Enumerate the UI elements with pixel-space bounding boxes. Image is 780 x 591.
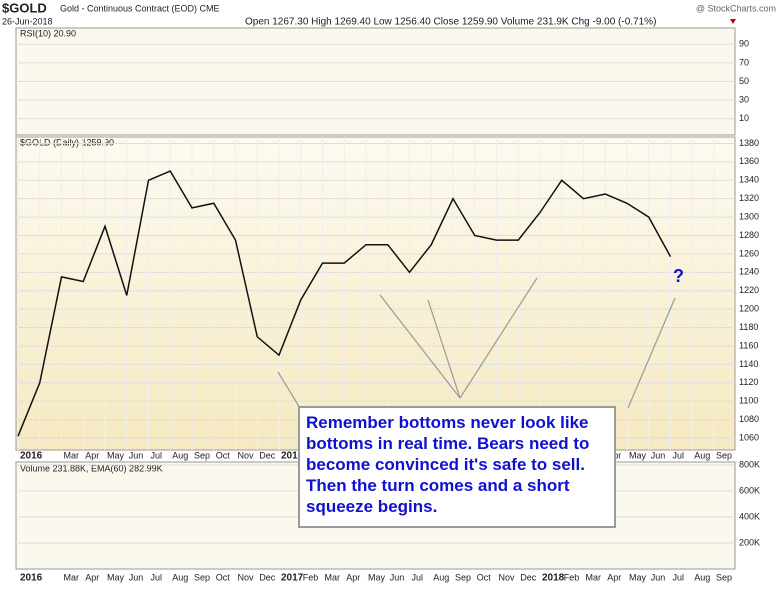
x-tick-label: 2017 [281,451,304,462]
y-tick-label: 200K [739,537,760,547]
x-tick-label: Sep [716,572,732,582]
y-tick-label: 10 [739,113,749,123]
x-tick-label: 2016 [20,573,43,584]
pointer [459,277,538,399]
y-tick-label: 1120 [739,377,758,387]
y-tick-label: 1100 [739,396,758,406]
x-tick-label: Jul [151,450,163,460]
x-tick-label: Mar [586,572,602,582]
y-tick-label: 50 [739,76,749,86]
x-tick-label: Jul [151,572,163,582]
x-tick-label: Feb [303,572,319,582]
y-tick-label: 1060 [739,432,759,442]
y-tick-label: 600K [739,485,760,495]
x-tick-label: 2018 [542,573,565,584]
y-tick-label: 400K [739,511,760,521]
x-tick-label: Mar [64,572,80,582]
volume-label: Volume 231.88K, EMA(60) 282.99K [20,463,163,473]
y-tick-label: 1280 [739,230,759,240]
quote: Open 1267.30 High 1269.40 Low 1256.40 Cl… [245,17,656,28]
y-tick-label: 1320 [739,193,759,203]
x-tick-label: Jun [651,572,666,582]
x-tick-label: Dec [259,572,276,582]
x-tick-label: Sep [194,572,210,582]
x-tick-label: Aug [433,572,449,582]
x-tick-label: Jul [412,572,424,582]
x-tick-label: Apr [85,450,99,460]
x-tick-label: Nov [499,572,516,582]
x-tick-label: Aug [694,572,710,582]
symbol: $GOLD [2,0,47,15]
x-tick-label: Nov [238,450,255,460]
x-tick-label: May [629,450,647,460]
y-tick-label: 90 [739,39,749,49]
question-mark: ? [673,266,684,286]
y-tick-label: 1260 [739,248,759,258]
y-tick-label: 1160 [739,340,758,350]
rsi-label: RSI(10) 20.90 [20,28,76,38]
source: @ StockCharts.com [696,3,776,13]
x-tick-label: Sep [455,572,471,582]
x-tick-label: May [368,572,386,582]
x-tick-label: Jul [673,450,685,460]
pointer [627,297,676,409]
x-tick-label: May [107,450,125,460]
y-tick-label: 30 [739,94,749,104]
x-tick-label: Jun [129,572,144,582]
x-tick-label: Jul [673,572,685,582]
x-tick-label: Apr [346,572,360,582]
x-tick-label: Dec [259,450,276,460]
y-tick-label: 1300 [739,211,759,221]
x-tick-label: 2017 [281,573,304,584]
y-tick-label: 1080 [739,414,759,424]
x-tick-label: Nov [238,572,255,582]
x-tick-label: Oct [216,450,231,460]
y-tick-label: 1220 [739,285,759,295]
price-panel [15,136,736,451]
callout: Remember bottoms never look like bottoms… [298,406,616,528]
x-tick-label: Mar [325,572,341,582]
subtitle: Gold - Continuous Contract (EOD) CME [60,3,220,13]
x-tick-label: Sep [716,450,732,460]
x-tick-label: Mar [64,450,80,460]
down-arrow [730,19,736,24]
x-tick-label: Jun [129,450,144,460]
price-label: $GOLD (Daily) 1259.90 [20,137,114,147]
x-tick-label: Aug [172,450,188,460]
y-tick-label: 1340 [739,175,759,185]
x-tick-label: Feb [564,572,580,582]
x-tick-label: 2016 [20,451,43,462]
x-tick-label: May [107,572,125,582]
y-tick-label: 1200 [739,304,759,314]
y-tick-label: 1380 [739,138,759,148]
x-tick-label: Apr [607,572,621,582]
x-tick-label: Sep [194,450,210,460]
pointer [379,294,461,399]
x-tick-label: Apr [85,572,99,582]
y-tick-label: 1140 [739,359,758,369]
y-tick-label: 1180 [739,322,758,332]
x-tick-label: Dec [520,572,537,582]
x-tick-label: Oct [477,572,492,582]
x-tick-label: Aug [694,450,710,460]
x-tick-label: May [629,572,647,582]
date: 26-Jun-2018 [2,16,53,26]
y-tick-label: 1240 [739,267,759,277]
x-tick-label: Jun [390,572,405,582]
pointer [427,299,461,399]
y-tick-label: 800K [739,459,760,469]
y-tick-label: 70 [739,57,749,67]
y-tick-label: 1360 [739,156,759,166]
x-tick-label: Oct [216,572,231,582]
x-tick-label: Aug [172,572,188,582]
x-tick-label: Jun [651,450,666,460]
pointer [277,371,301,409]
price-line [17,170,672,437]
